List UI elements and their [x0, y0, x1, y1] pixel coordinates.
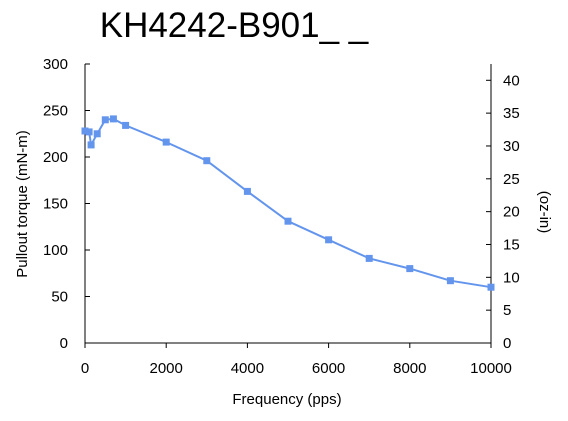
- y-tick-label: 50: [51, 289, 68, 306]
- x-axis-title: Frequency (pps): [232, 391, 341, 408]
- y2-tick-label: 10: [503, 269, 520, 286]
- y-axis-title: Pullout torque (mN-m): [14, 130, 31, 278]
- y-tick-label: 250: [43, 103, 68, 120]
- x-tick-label: 8000: [393, 360, 426, 377]
- data-point: [122, 121, 130, 129]
- data-point: [203, 157, 211, 165]
- y2-tick-label: 25: [503, 171, 520, 188]
- y2-axis-title: (oz-in): [536, 191, 553, 234]
- data-point: [81, 127, 89, 135]
- y-tick-label: 150: [43, 196, 68, 213]
- y2-tick-label: 5: [503, 302, 511, 319]
- y-tick-label: 300: [43, 56, 68, 73]
- y-tick-label: 200: [43, 149, 68, 166]
- x-tick-label: 10000: [470, 360, 512, 377]
- data-point: [87, 141, 95, 149]
- y2-tick-label: 20: [503, 204, 520, 221]
- y-tick-label: 100: [43, 242, 68, 259]
- data-point: [243, 187, 251, 195]
- y2-tick-label: 0: [503, 335, 511, 352]
- x-tick-label: 0: [81, 360, 89, 377]
- x-tick-label: 6000: [312, 360, 345, 377]
- data-point: [162, 138, 170, 146]
- data-point: [101, 116, 109, 124]
- y2-tick-label: 30: [503, 138, 520, 155]
- x-tick-label: 4000: [231, 360, 264, 377]
- data-point: [93, 130, 101, 138]
- y2-tick-label: 40: [503, 72, 520, 89]
- data-point: [109, 115, 117, 123]
- data-point: [406, 265, 414, 273]
- y-tick-label: 0: [60, 335, 68, 352]
- chart-title: KH4242-B901_ _: [100, 6, 369, 45]
- data-point: [365, 254, 373, 262]
- y2-tick-label: 15: [503, 236, 520, 253]
- data-point: [284, 217, 292, 225]
- y2-tick-label: 35: [503, 105, 520, 122]
- data-point: [487, 283, 495, 291]
- plot-area: 0 50 100 150 200 250 300 0 5 10 15 20 25 30 35 40 0 2000 4…: [43, 56, 520, 377]
- data-point: [85, 128, 93, 136]
- x-tick-label: 2000: [150, 360, 183, 377]
- data-point: [325, 236, 333, 244]
- series-line: [84, 117, 492, 289]
- data-point: [446, 277, 454, 285]
